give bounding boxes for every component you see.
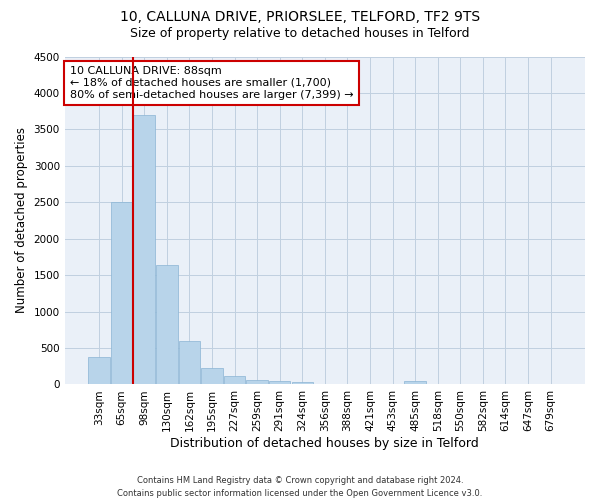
Bar xyxy=(88,357,110,384)
Text: 10, CALLUNA DRIVE, PRIORSLEE, TELFORD, TF2 9TS: 10, CALLUNA DRIVE, PRIORSLEE, TELFORD, T… xyxy=(120,10,480,24)
Text: 10 CALLUNA DRIVE: 88sqm
← 18% of detached houses are smaller (1,700)
80% of semi: 10 CALLUNA DRIVE: 88sqm ← 18% of detache… xyxy=(70,66,353,100)
Text: Contains HM Land Registry data © Crown copyright and database right 2024.
Contai: Contains HM Land Registry data © Crown c… xyxy=(118,476,482,498)
Bar xyxy=(269,381,290,384)
X-axis label: Distribution of detached houses by size in Telford: Distribution of detached houses by size … xyxy=(170,437,479,450)
Bar xyxy=(247,380,268,384)
Bar xyxy=(156,265,178,384)
Bar xyxy=(292,382,313,384)
Text: Size of property relative to detached houses in Telford: Size of property relative to detached ho… xyxy=(130,28,470,40)
Y-axis label: Number of detached properties: Number of detached properties xyxy=(15,128,28,314)
Bar xyxy=(404,381,426,384)
Bar xyxy=(224,376,245,384)
Bar xyxy=(179,342,200,384)
Bar xyxy=(201,368,223,384)
Bar xyxy=(133,115,155,384)
Bar xyxy=(111,202,133,384)
